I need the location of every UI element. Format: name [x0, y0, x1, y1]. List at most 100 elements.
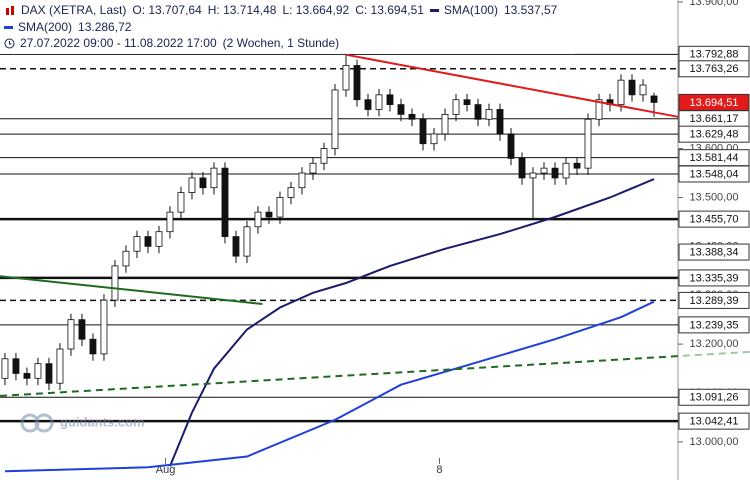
- trendline: [345, 53, 679, 118]
- candle-body: [78, 319, 86, 340]
- candle-body: [518, 157, 526, 179]
- legend-entry: SMA(100) 13.537,57: [429, 3, 563, 17]
- candle-body: [210, 167, 218, 189]
- legend-swatch: [4, 25, 13, 29]
- level-label: 13.239,35: [690, 319, 739, 331]
- candle-body: [617, 79, 625, 106]
- level-label-box: [678, 269, 750, 287]
- legend-entry: SMA(200) 13.286,72: [4, 20, 137, 34]
- candle-body: [155, 231, 163, 247]
- watermark-text: guidants.com: [60, 414, 145, 429]
- level-label-box: [678, 243, 750, 261]
- candle-body: [100, 299, 108, 355]
- y-tick-label: 13.000,00: [690, 436, 739, 448]
- candle-body: [551, 167, 559, 179]
- sma-line: [169, 178, 655, 467]
- level-label-box: [678, 316, 750, 334]
- current-price-label-box: [678, 93, 750, 111]
- candle-body: [254, 211, 262, 228]
- candle-body: [298, 172, 306, 189]
- watermark: guidants.com: [20, 413, 145, 433]
- ohlc-close: C: 13.694,51: [355, 3, 424, 17]
- candle-body: [144, 236, 152, 247]
- legend-name: SMA(200): [18, 19, 73, 34]
- candle-body: [166, 211, 174, 233]
- candle-body: [507, 133, 515, 159]
- candle-body: [56, 348, 64, 384]
- candle-body: [496, 109, 504, 135]
- candle-body: [199, 177, 207, 189]
- candle-body: [45, 363, 53, 384]
- ohlc-high: H: 13.714,48: [207, 3, 277, 17]
- candle-body: [309, 162, 317, 174]
- candle-body: [177, 192, 185, 213]
- candle-body: [474, 104, 482, 120]
- level-label: 13.548,04: [690, 168, 739, 180]
- logo: [34, 413, 54, 433]
- candle-body: [89, 338, 97, 355]
- candle-body: [111, 265, 119, 301]
- level-label: 13.042,41: [690, 416, 739, 428]
- candle-body: [584, 118, 592, 169]
- clock-icon: [4, 38, 15, 49]
- level-label: 13.792,88: [690, 49, 739, 61]
- y-tick-label: 13.500,00: [690, 191, 739, 203]
- candle-body: [34, 363, 42, 379]
- candle-body: [441, 113, 449, 135]
- level-label-box: [678, 60, 750, 78]
- candle-body: [419, 118, 427, 145]
- candle-body: [320, 148, 328, 164]
- sma-line: [4, 300, 655, 473]
- candle-body: [485, 109, 493, 120]
- candle-body: [540, 167, 548, 174]
- legend-row: 27.07.2022 09:00 - 11.08.2022 17:00 (2 Wo…: [4, 35, 569, 52]
- level-label: 13.661,17: [690, 113, 739, 125]
- level-label: 13.581,44: [690, 152, 739, 164]
- candle-body: [12, 358, 20, 374]
- candle-body: [595, 99, 603, 120]
- candle-body: [397, 104, 405, 115]
- candle-body: [276, 197, 284, 218]
- candle-body: [628, 79, 636, 96]
- current-price-label: 13.694,51: [690, 97, 739, 109]
- candle-body: [287, 187, 295, 198]
- level-label: 13.335,39: [690, 272, 739, 284]
- candle-body: [342, 65, 350, 91]
- candle-body: [529, 172, 537, 179]
- candle-body: [386, 94, 394, 106]
- level-label-box: [678, 125, 750, 143]
- candle-body: [221, 167, 229, 237]
- level-label: 13.629,48: [690, 129, 739, 141]
- candle-body: [133, 236, 141, 252]
- level-label: 13.091,26: [690, 392, 739, 404]
- candle-body: [430, 133, 438, 145]
- level-label-box: [678, 412, 750, 430]
- candle-body: [573, 162, 581, 169]
- candle-body: [364, 99, 372, 110]
- legend-swatch: [429, 9, 439, 13]
- level-label: 13.289,39: [690, 295, 739, 307]
- ohlc-low: L: 13.664,92: [282, 3, 350, 17]
- legend-row: SMA(200) 13.286,72: [4, 19, 569, 36]
- candle-body: [452, 99, 460, 115]
- candle-icon: [6, 5, 14, 15]
- x-tick-label: 8: [436, 464, 442, 476]
- level-label-box: [678, 388, 750, 406]
- legend-value: 13.537,57: [503, 3, 558, 17]
- candle-body: [23, 373, 31, 379]
- candle-body: [375, 94, 383, 110]
- span: (2 Wochen, 1 Stunde): [222, 36, 340, 50]
- candle-body: [353, 65, 361, 101]
- y-tick-label: 13.200,00: [690, 338, 739, 350]
- candle-body: [1, 358, 9, 379]
- candle-body: [562, 162, 570, 179]
- trendline: [0, 275, 263, 305]
- candle-body: [232, 236, 240, 257]
- legend-value: 13.286,72: [78, 19, 132, 34]
- candle-body: [122, 250, 130, 267]
- candle-body: [265, 211, 273, 218]
- candle-body: [463, 99, 471, 106]
- candle-body: [331, 89, 339, 149]
